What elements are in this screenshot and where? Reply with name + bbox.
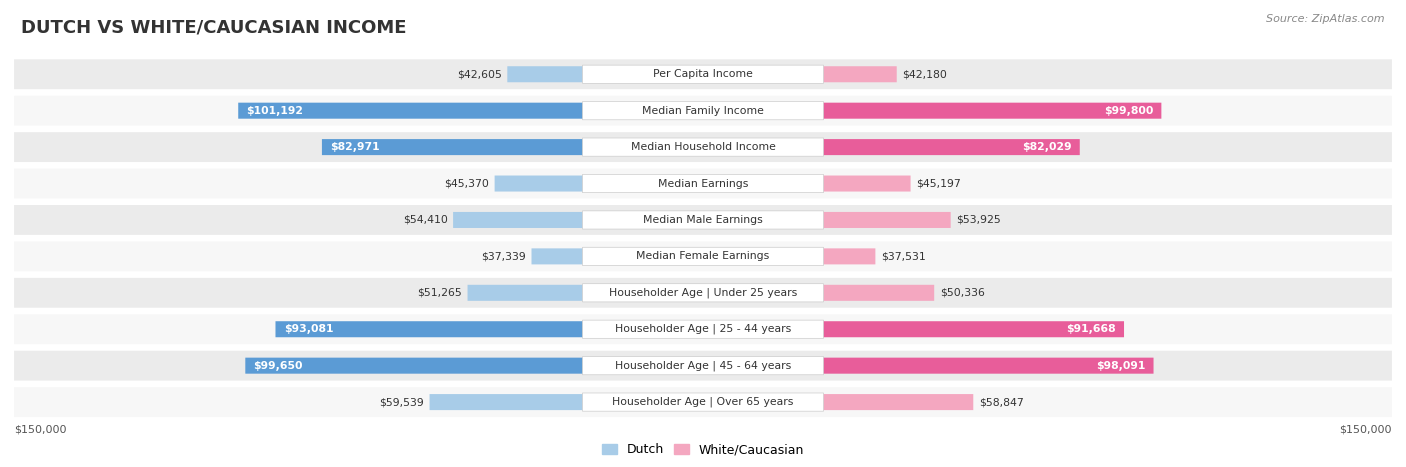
FancyBboxPatch shape <box>582 65 824 83</box>
Text: $42,605: $42,605 <box>457 69 502 79</box>
FancyBboxPatch shape <box>495 176 703 191</box>
Text: $82,029: $82,029 <box>1022 142 1071 152</box>
FancyBboxPatch shape <box>582 101 824 120</box>
Text: $53,925: $53,925 <box>956 215 1001 225</box>
FancyBboxPatch shape <box>582 211 824 229</box>
FancyBboxPatch shape <box>582 320 824 338</box>
Text: Source: ZipAtlas.com: Source: ZipAtlas.com <box>1267 14 1385 24</box>
FancyBboxPatch shape <box>14 278 1392 308</box>
Text: $37,531: $37,531 <box>882 251 925 262</box>
Text: $42,180: $42,180 <box>903 69 948 79</box>
Text: Per Capita Income: Per Capita Income <box>652 69 754 79</box>
Text: $59,539: $59,539 <box>380 397 425 407</box>
FancyBboxPatch shape <box>14 96 1392 126</box>
Text: $99,650: $99,650 <box>253 361 304 371</box>
Text: Householder Age | 25 - 44 years: Householder Age | 25 - 44 years <box>614 324 792 334</box>
Text: $150,000: $150,000 <box>1340 425 1392 435</box>
Text: Median Household Income: Median Household Income <box>630 142 776 152</box>
FancyBboxPatch shape <box>703 248 876 264</box>
Legend: Dutch, White/Caucasian: Dutch, White/Caucasian <box>596 439 810 461</box>
FancyBboxPatch shape <box>703 394 973 410</box>
FancyBboxPatch shape <box>703 358 1153 374</box>
Text: $45,370: $45,370 <box>444 178 489 189</box>
Text: $58,847: $58,847 <box>979 397 1024 407</box>
Text: $98,091: $98,091 <box>1095 361 1146 371</box>
Text: $51,265: $51,265 <box>418 288 463 298</box>
Text: Median Male Earnings: Median Male Earnings <box>643 215 763 225</box>
FancyBboxPatch shape <box>703 66 897 82</box>
FancyBboxPatch shape <box>582 174 824 192</box>
Text: $93,081: $93,081 <box>284 324 333 334</box>
Text: $150,000: $150,000 <box>14 425 66 435</box>
FancyBboxPatch shape <box>703 285 934 301</box>
FancyBboxPatch shape <box>14 169 1392 198</box>
FancyBboxPatch shape <box>703 176 911 191</box>
Text: $54,410: $54,410 <box>402 215 447 225</box>
Text: $101,192: $101,192 <box>246 106 304 116</box>
FancyBboxPatch shape <box>245 358 703 374</box>
FancyBboxPatch shape <box>14 314 1392 344</box>
FancyBboxPatch shape <box>531 248 703 264</box>
Text: Householder Age | Over 65 years: Householder Age | Over 65 years <box>612 397 794 407</box>
FancyBboxPatch shape <box>14 59 1392 89</box>
FancyBboxPatch shape <box>508 66 703 82</box>
FancyBboxPatch shape <box>430 394 703 410</box>
FancyBboxPatch shape <box>14 351 1392 381</box>
Text: Median Female Earnings: Median Female Earnings <box>637 251 769 262</box>
Text: Householder Age | Under 25 years: Householder Age | Under 25 years <box>609 288 797 298</box>
FancyBboxPatch shape <box>703 139 1080 155</box>
FancyBboxPatch shape <box>582 248 824 265</box>
FancyBboxPatch shape <box>14 241 1392 271</box>
FancyBboxPatch shape <box>582 138 824 156</box>
FancyBboxPatch shape <box>14 387 1392 417</box>
FancyBboxPatch shape <box>703 321 1123 337</box>
Text: Median Earnings: Median Earnings <box>658 178 748 189</box>
FancyBboxPatch shape <box>703 212 950 228</box>
Text: $50,336: $50,336 <box>939 288 984 298</box>
FancyBboxPatch shape <box>468 285 703 301</box>
Text: $91,668: $91,668 <box>1066 324 1116 334</box>
FancyBboxPatch shape <box>276 321 703 337</box>
Text: Householder Age | 45 - 64 years: Householder Age | 45 - 64 years <box>614 361 792 371</box>
FancyBboxPatch shape <box>703 103 1161 119</box>
FancyBboxPatch shape <box>238 103 703 119</box>
Text: $82,971: $82,971 <box>330 142 380 152</box>
Text: DUTCH VS WHITE/CAUCASIAN INCOME: DUTCH VS WHITE/CAUCASIAN INCOME <box>21 19 406 37</box>
Text: Median Family Income: Median Family Income <box>643 106 763 116</box>
FancyBboxPatch shape <box>14 205 1392 235</box>
FancyBboxPatch shape <box>582 283 824 302</box>
FancyBboxPatch shape <box>14 132 1392 162</box>
Text: $45,197: $45,197 <box>917 178 960 189</box>
FancyBboxPatch shape <box>453 212 703 228</box>
FancyBboxPatch shape <box>322 139 703 155</box>
FancyBboxPatch shape <box>582 357 824 375</box>
Text: $99,800: $99,800 <box>1104 106 1153 116</box>
Text: $37,339: $37,339 <box>481 251 526 262</box>
FancyBboxPatch shape <box>582 393 824 411</box>
